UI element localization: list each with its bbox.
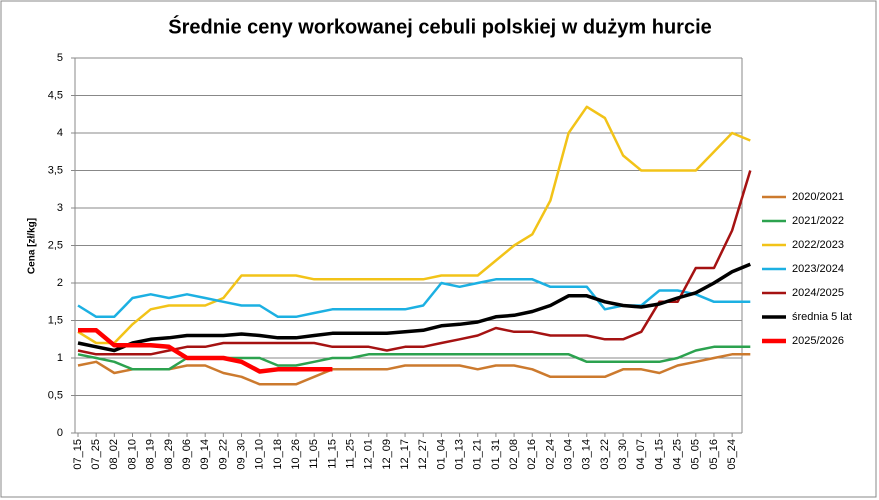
x-tick-label: 10_10 — [254, 439, 266, 470]
legend-label: 2022/2023 — [792, 239, 844, 251]
series-line — [77, 170, 752, 356]
x-tick-label: 07_15 — [72, 439, 84, 470]
x-tick-label: 03_30 — [617, 439, 629, 470]
x-tick-label: 02_08 — [508, 439, 520, 470]
x-tick-label: 05_05 — [690, 439, 702, 470]
y-tick-label: 0,5 — [48, 389, 63, 401]
x-tick-label: 04_15 — [653, 439, 665, 470]
y-tick-label: 2,5 — [48, 239, 63, 251]
x-tick-label: 12_27 — [417, 439, 429, 470]
x-tick-label: 08_02 — [108, 439, 120, 470]
x-tick-label: 04_25 — [672, 439, 684, 470]
x-tick-label: 03_22 — [599, 439, 611, 470]
x-tick-label: 08_10 — [126, 439, 138, 470]
x-tick-label: 12_17 — [399, 439, 411, 470]
chart-title: Średnie ceny workowanej cebuli polskiej … — [168, 14, 712, 38]
legend-label: 2021/2022 — [792, 215, 844, 227]
x-tick-label: 09_30 — [235, 439, 247, 470]
x-tick-label: 11_25 — [344, 439, 356, 469]
y-axis-label: Cena [zł/kg] — [27, 218, 38, 274]
x-tick-label: 09_06 — [181, 439, 193, 470]
x-tick-label: 03_14 — [581, 439, 593, 470]
x-tick-label: 09_14 — [199, 439, 211, 470]
legend-label: 2023/2024 — [792, 263, 844, 275]
y-tick-label: 5 — [57, 52, 63, 64]
x-tick-label: 07_25 — [90, 439, 102, 470]
series-line — [77, 353, 751, 386]
legend-label: 2024/2025 — [792, 287, 844, 299]
x-tick-label: 11_15 — [326, 439, 338, 469]
y-tick-label: 4,5 — [48, 89, 63, 101]
x-tick-label: 10_18 — [272, 439, 284, 470]
x-tick-label: 12_09 — [381, 439, 393, 470]
x-tick-label: 12_01 — [363, 439, 375, 470]
x-tick-label: 08_19 — [145, 439, 157, 470]
legend-label: 2025/2026 — [792, 335, 844, 347]
y-tick-label: 1 — [57, 352, 63, 364]
x-tick-label: 01_21 — [472, 439, 484, 470]
x-tick-label: 09_22 — [217, 439, 229, 470]
series-line — [77, 105, 751, 345]
x-tick-label: 02_16 — [526, 439, 538, 470]
x-tick-label: 05_24 — [726, 439, 738, 470]
x-tick-label: 01_31 — [490, 439, 502, 470]
y-tick-label: 1,5 — [48, 314, 63, 326]
x-tick-label: 05_16 — [708, 439, 720, 470]
y-tick-label: 3,5 — [48, 164, 63, 176]
x-tick-label: 04_07 — [635, 439, 647, 470]
y-tick-label: 2 — [57, 277, 63, 289]
x-tick-label: 01_04 — [435, 439, 447, 470]
x-tick-label: 01_13 — [453, 439, 465, 470]
x-tick-label: 03_04 — [562, 439, 574, 470]
x-tick-label: 10_26 — [290, 439, 302, 470]
series-line — [77, 262, 751, 353]
x-tick-label: 11_05 — [308, 439, 320, 469]
y-tick-label: 3 — [57, 202, 63, 214]
series-line — [78, 328, 333, 374]
legend-label: średnia 5 lat — [792, 311, 852, 323]
y-tick-label: 0 — [57, 427, 63, 439]
legend-label: 2020/2021 — [792, 191, 844, 203]
y-tick-label: 4 — [57, 127, 63, 139]
x-tick-label: 08_29 — [163, 439, 175, 470]
x-tick-label: 02_24 — [544, 439, 556, 470]
